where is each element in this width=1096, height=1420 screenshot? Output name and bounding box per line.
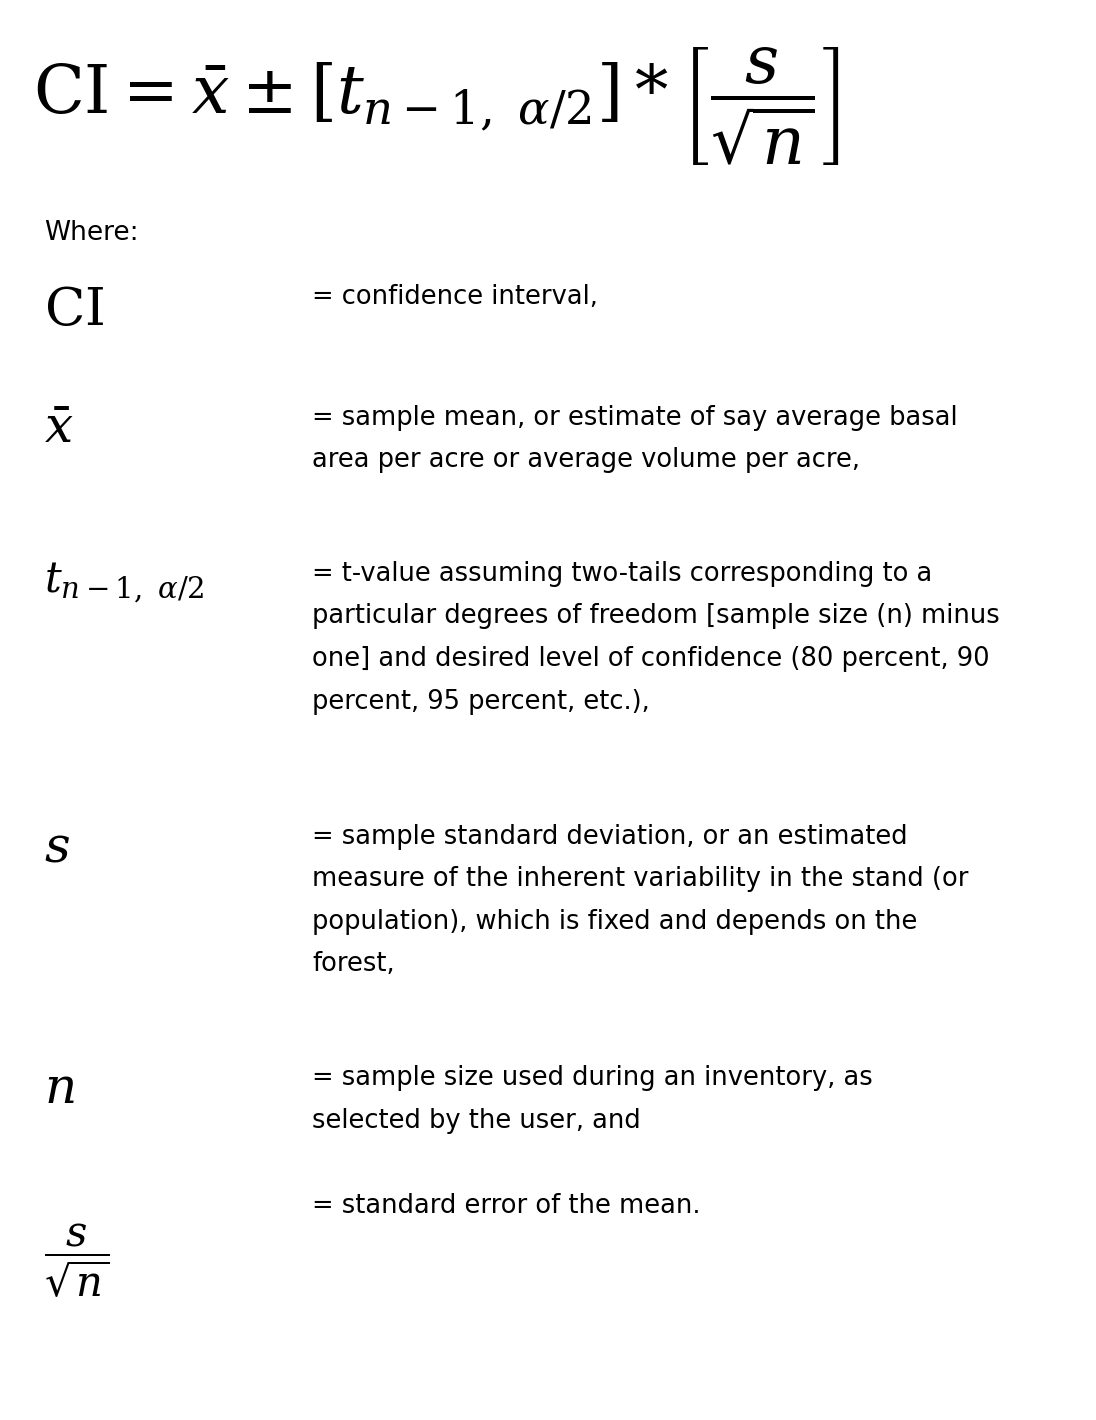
Text: = confidence interval,: = confidence interval, [312, 284, 598, 310]
Text: measure of the inherent variability in the stand (or: measure of the inherent variability in t… [312, 866, 969, 892]
Text: $s$: $s$ [44, 824, 70, 872]
Text: = sample standard deviation, or an estimated: = sample standard deviation, or an estim… [312, 824, 907, 849]
Text: $\bar{x}$: $\bar{x}$ [44, 405, 73, 453]
Text: population), which is fixed and depends on the: population), which is fixed and depends … [312, 909, 917, 934]
Text: = sample mean, or estimate of say average basal: = sample mean, or estimate of say averag… [312, 405, 958, 430]
Text: = standard error of the mean.: = standard error of the mean. [312, 1193, 700, 1218]
Text: $n$: $n$ [44, 1065, 75, 1113]
Text: area per acre or average volume per acre,: area per acre or average volume per acre… [312, 447, 860, 473]
Text: = sample size used during an inventory, as: = sample size used during an inventory, … [312, 1065, 874, 1091]
Text: = t-value assuming two-tails corresponding to a: = t-value assuming two-tails correspondi… [312, 561, 933, 586]
Text: percent, 95 percent, etc.),: percent, 95 percent, etc.), [312, 689, 650, 714]
Text: $t_{n-1,\ \alpha/2}$: $t_{n-1,\ \alpha/2}$ [44, 561, 205, 606]
Text: forest,: forest, [312, 951, 395, 977]
Text: one] and desired level of confidence (80 percent, 90: one] and desired level of confidence (80… [312, 646, 990, 672]
Text: $\dfrac{s}{\sqrt{n}}$: $\dfrac{s}{\sqrt{n}}$ [44, 1221, 110, 1299]
Text: $\mathrm{CI}$: $\mathrm{CI}$ [44, 284, 104, 337]
Text: $\mathrm{CI} = \bar{x} \pm \left[t_{n-1,\ \alpha/2}\right] * \left[\dfrac{s}{\sq: $\mathrm{CI} = \bar{x} \pm \left[t_{n-1,… [33, 45, 840, 168]
Text: particular degrees of freedom [sample size (n) minus: particular degrees of freedom [sample si… [312, 604, 1001, 629]
Text: Where:: Where: [44, 220, 138, 246]
Text: selected by the user, and: selected by the user, and [312, 1108, 641, 1133]
